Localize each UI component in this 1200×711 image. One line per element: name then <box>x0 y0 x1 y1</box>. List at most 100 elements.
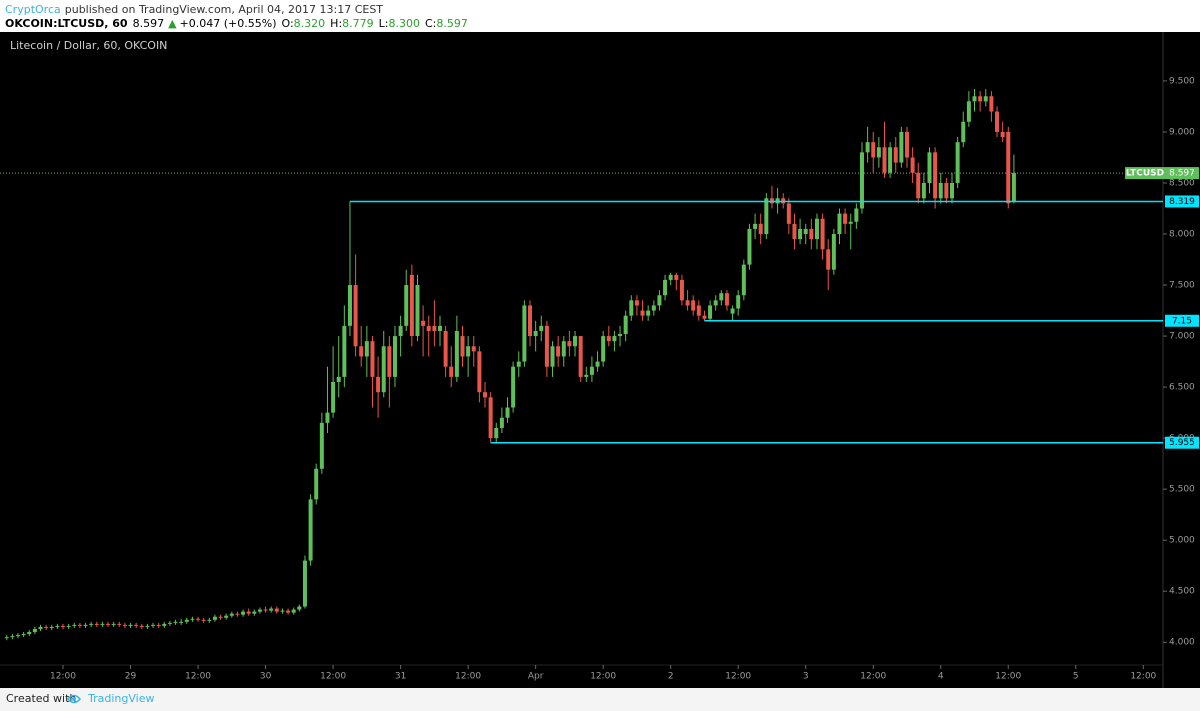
x-tick-label: 5 <box>1073 672 1079 682</box>
candle-body <box>685 300 690 306</box>
candle-body <box>376 376 381 393</box>
candle-body <box>263 609 268 611</box>
candle-body <box>235 613 240 615</box>
symbol-label-bg <box>1125 167 1165 180</box>
candle-body <box>741 264 746 296</box>
candle-body <box>848 221 853 224</box>
last-price-label-bg <box>1165 167 1199 180</box>
candle-body <box>724 293 729 306</box>
header-line-2: OKCOIN:LTCUSD, 60 8.597 ▲ +0.047 (+0.55%) O:… <box>5 17 468 30</box>
candle-body <box>859 152 864 209</box>
x-tick-label: 12:00 <box>995 672 1021 682</box>
candle-body <box>291 609 296 613</box>
y-tick-label: 4.500 <box>1169 587 1195 597</box>
candle-body <box>904 131 909 158</box>
candle-body <box>927 152 932 183</box>
candle-body <box>601 336 606 362</box>
candle-body <box>702 315 707 319</box>
y-tick-label: 5.000 <box>1169 536 1195 546</box>
level-label: 7.15 <box>1172 316 1192 326</box>
candle-body <box>364 341 369 357</box>
ohlc-value: 8.320 <box>294 17 326 30</box>
candle-body <box>978 96 983 102</box>
y-tick-label: 7.000 <box>1169 332 1195 342</box>
symbol-label: LTCUSD <box>1126 169 1164 179</box>
candle-body <box>16 635 21 637</box>
candle-body <box>122 624 127 626</box>
candle-body <box>516 361 521 367</box>
candle-body <box>89 623 94 625</box>
brand[interactable]: TradingView <box>87 692 154 705</box>
candle-body <box>145 625 150 627</box>
candle-body <box>893 147 898 163</box>
level-label-bg <box>1165 314 1199 327</box>
chart-title: Litecoin / Dollar, 60, OKCOIN <box>10 39 167 52</box>
level-label-bg <box>1165 195 1199 208</box>
candle-body <box>117 623 122 625</box>
candle-body <box>972 96 977 102</box>
tradingview-logo[interactable]: TradingView <box>66 692 154 705</box>
candle-body <box>657 295 662 306</box>
x-tick-label: 12:00 <box>590 672 616 682</box>
candle-body <box>634 300 639 306</box>
candle-body <box>162 623 167 626</box>
candle-body <box>696 305 701 316</box>
candle-body <box>342 325 347 377</box>
candle-body <box>302 560 307 607</box>
ohlc-key: C: <box>425 17 436 30</box>
y-tick-label: 9.000 <box>1169 127 1195 137</box>
header-line-1: CryptOrca published on TradingView.com, A… <box>5 3 383 16</box>
candle-body <box>100 623 105 625</box>
candle-body <box>865 142 870 153</box>
candle-body <box>21 634 26 636</box>
candle-body <box>212 616 217 620</box>
candle-body <box>252 611 257 614</box>
candle-body <box>561 341 566 357</box>
candle-body <box>736 295 741 309</box>
candle-body <box>584 374 589 377</box>
candle-body <box>640 310 645 316</box>
candle-body <box>623 315 628 335</box>
candle-body <box>786 203 791 224</box>
candle-body <box>803 228 808 235</box>
candle-body <box>274 608 279 612</box>
x-tick-label: 12:00 <box>185 672 211 682</box>
candle-body <box>713 300 718 306</box>
candle-body <box>398 325 403 337</box>
candle-body <box>606 336 611 342</box>
chart-bg <box>0 32 1200 688</box>
candle-body <box>280 610 285 612</box>
candle-body <box>218 616 223 618</box>
candle-body <box>809 228 814 240</box>
candle-body <box>921 182 926 199</box>
x-tick-label: 12:00 <box>320 672 346 682</box>
candle-body <box>415 285 420 337</box>
candle-body <box>331 381 336 413</box>
candle-body <box>359 346 364 357</box>
candle-body <box>167 622 172 624</box>
author-link[interactable]: CryptOrca <box>5 3 61 16</box>
candle-body <box>522 305 527 362</box>
candle-body <box>488 397 493 439</box>
candle-body <box>27 632 32 635</box>
candle-body <box>950 182 955 199</box>
candle-body <box>179 621 184 623</box>
candle-body <box>286 610 291 613</box>
header-bg <box>0 0 1200 32</box>
candle-body <box>618 334 623 337</box>
candle-body <box>1000 131 1005 138</box>
candle-body <box>308 499 313 561</box>
candle-body <box>269 608 274 611</box>
candle-body <box>578 336 583 377</box>
candle-body <box>1011 173 1016 202</box>
candle-body <box>94 623 99 625</box>
x-tick-label: 31 <box>395 672 406 682</box>
y-tick-label: 6.500 <box>1169 383 1195 393</box>
candle-body <box>539 325 544 331</box>
candle-body <box>792 223 797 240</box>
candle-body <box>421 320 426 326</box>
candle-body <box>460 336 465 357</box>
candle-body <box>668 274 673 280</box>
ohlc-value: 8.779 <box>342 17 374 30</box>
